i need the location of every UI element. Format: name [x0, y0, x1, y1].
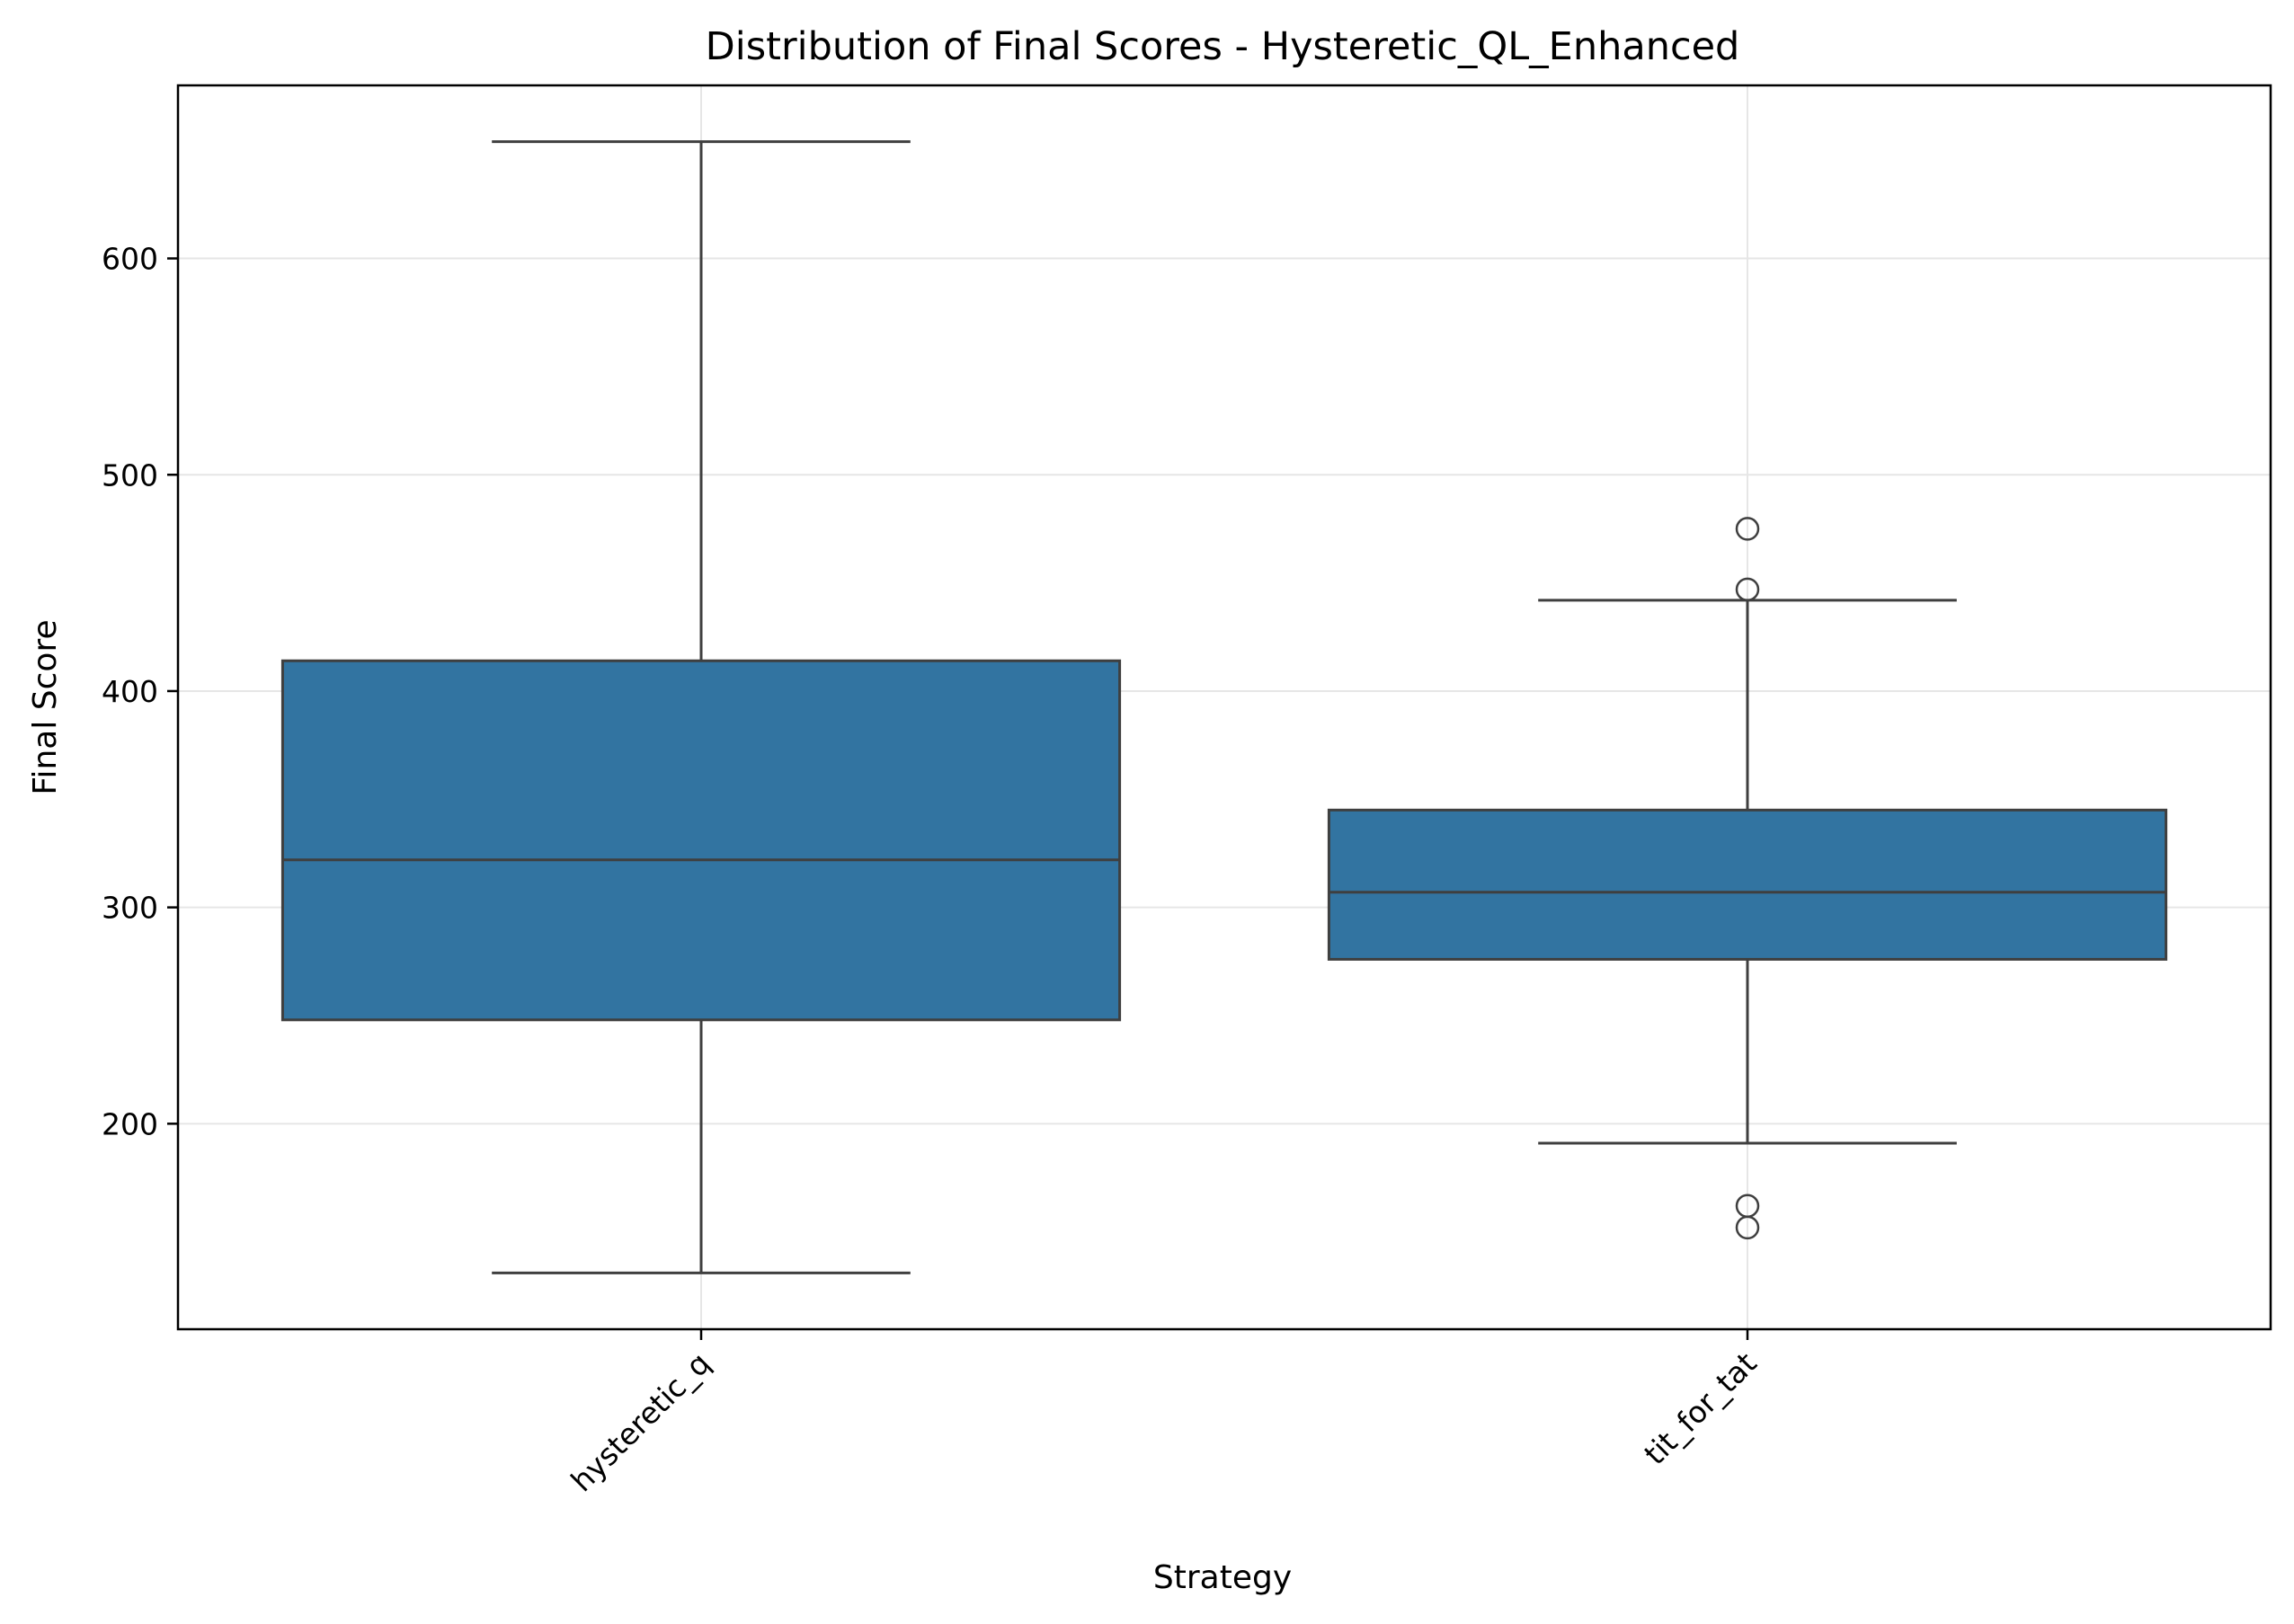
- x-axis-ticks: hysteretic_q tit_for_tat: [564, 1329, 1764, 1498]
- outlier-point: [1735, 577, 1760, 602]
- chart-title: Distribution of Final Scores - Hystereti…: [706, 24, 1740, 69]
- box-tit-for-tat: [1327, 517, 2168, 1240]
- boxes: [280, 140, 2168, 1274]
- x-tick-label-tit-for-tat: tit_for_tat: [1637, 1345, 1763, 1471]
- interquartile-box: [280, 659, 1122, 1022]
- y-tick-label: 200: [102, 1106, 158, 1141]
- interquartile-box: [1327, 808, 2168, 961]
- y-axis-title: Final Score: [27, 619, 64, 794]
- outlier-point: [1735, 1215, 1760, 1240]
- y-axis-ticks: 200 300 400 500 600: [102, 242, 178, 1141]
- x-axis-title: Strategy: [1153, 1559, 1292, 1596]
- y-tick-label: 600: [102, 242, 158, 277]
- y-tick-label: 400: [102, 674, 158, 709]
- box-hysteretic-q: [280, 140, 1122, 1274]
- y-tick-label: 300: [102, 891, 158, 926]
- outlier-point: [1735, 517, 1760, 541]
- plot-area-frame: [176, 84, 2272, 1331]
- y-tick-label: 500: [102, 457, 158, 493]
- x-tick-label-hysteretic-q: hysteretic_q: [564, 1345, 716, 1498]
